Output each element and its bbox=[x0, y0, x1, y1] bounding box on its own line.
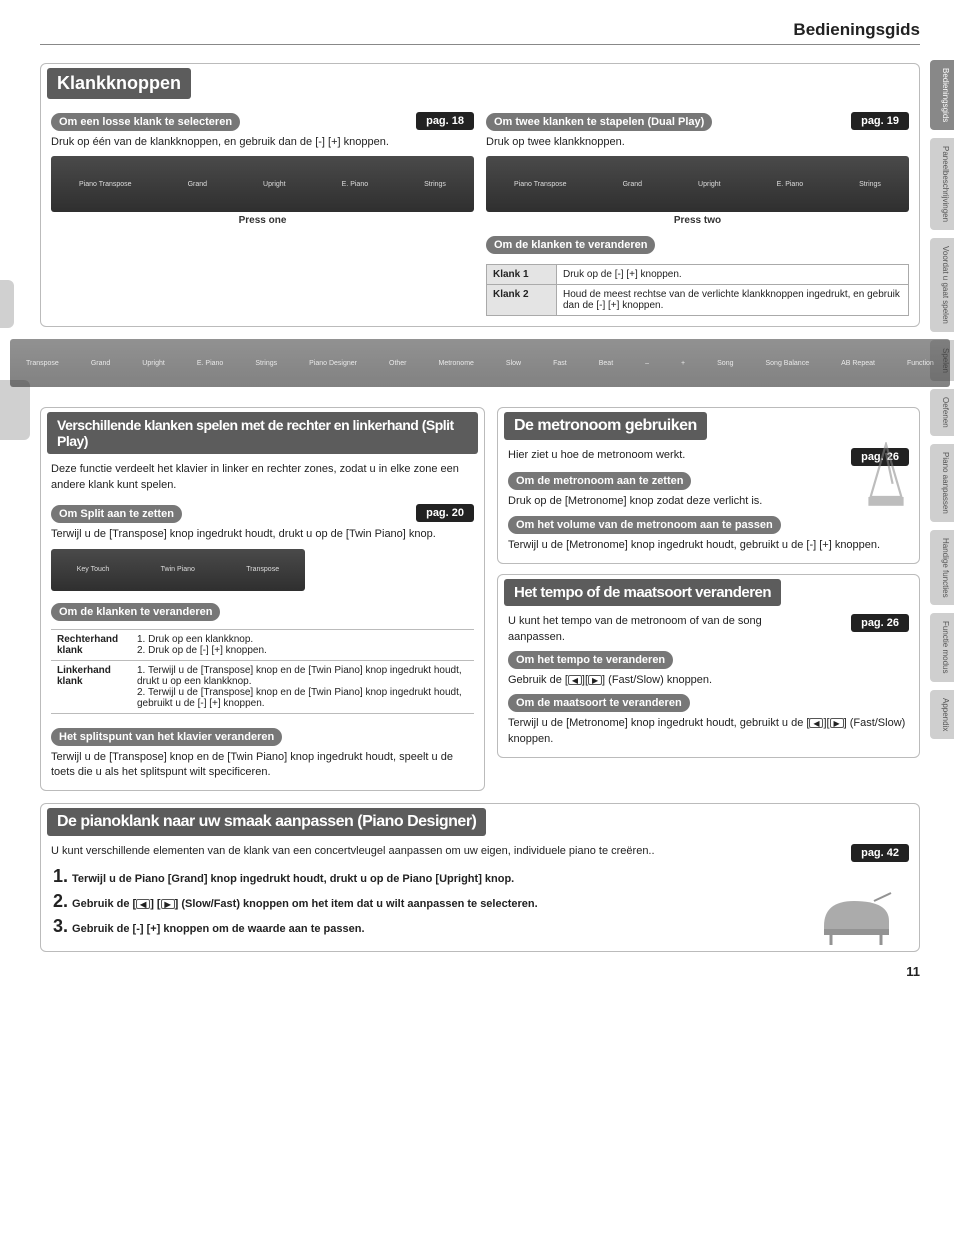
next-icon: ▶ bbox=[588, 675, 602, 685]
table-cell: 1. Druk op een klankknop. 2. Druk op de … bbox=[131, 629, 474, 660]
page-ref: pag. 19 bbox=[851, 112, 909, 130]
step-item: 3.Gebruik de [-] [+] knoppen om de waard… bbox=[53, 916, 909, 937]
deco-left-2 bbox=[0, 280, 14, 328]
side-tab[interactable]: Voordat u gaat spelen bbox=[930, 238, 954, 332]
prev-icon: ◀ bbox=[809, 718, 823, 728]
panel-title: Verschillende klanken spelen met de rech… bbox=[47, 412, 478, 454]
page-ref: pag. 26 bbox=[851, 614, 909, 632]
press-two-label: Press two bbox=[674, 215, 721, 226]
subhead-metro-vol: Om het volume van de metronoom aan te pa… bbox=[508, 516, 781, 534]
body-text: Gebruik de [◀][▶] (Fast/Slow) knoppen. bbox=[508, 673, 909, 688]
step-item: 2.Gebruik de [◀] [▶] (Slow/Fast) knoppen… bbox=[53, 891, 909, 912]
subhead-split-change: Om de klanken te veranderen bbox=[51, 603, 220, 621]
subhead-split-on: Om Split aan te zetten bbox=[51, 505, 182, 523]
prev-icon: ◀ bbox=[568, 675, 582, 685]
split-table: Rechterhand klank 1. Druk op een klankkn… bbox=[51, 629, 474, 714]
press-one-label: Press one bbox=[239, 215, 287, 226]
table-cell: Rechterhand klank bbox=[51, 629, 131, 660]
body-text: Terwijl u de [Transpose] knop ingedrukt … bbox=[51, 527, 474, 542]
subhead-select: Om een losse klank te selecteren bbox=[51, 113, 240, 131]
side-tab[interactable]: Piano aanpassen bbox=[930, 444, 954, 522]
side-tab[interactable]: Bedieningsgids bbox=[930, 60, 954, 130]
prev-icon: ◀ bbox=[136, 899, 150, 909]
klank-table: Klank 1 Druk op de [-] [+] knoppen. Klan… bbox=[486, 264, 909, 316]
page-title: Bedieningsgids bbox=[40, 20, 920, 45]
piano-panel-stub: Piano Transpose Grand Upright E. Piano S… bbox=[486, 156, 909, 212]
side-tab[interactable]: Handige functies bbox=[930, 530, 954, 606]
panel-title: De metronoom gebruiken bbox=[504, 412, 707, 440]
page-ref: pag. 42 bbox=[851, 844, 909, 862]
side-tab[interactable]: Functie modus bbox=[930, 613, 954, 681]
grand-piano-icon bbox=[819, 891, 899, 947]
body-text: Terwijl u de [Metronome] knop ingedrukt … bbox=[508, 538, 909, 553]
full-piano-strip: Transpose Grand Upright E. Piano Strings… bbox=[10, 339, 950, 387]
subhead-splitpoint: Het splitspunt van het klavier verandere… bbox=[51, 728, 282, 746]
panel-pianodesigner: De pianoklank naar uw smaak aanpassen (P… bbox=[40, 803, 920, 952]
split-panel-stub: Key Touch Twin Piano Transpose bbox=[51, 549, 305, 591]
designer-steps: 1.Terwijl u de Piano [Grand] knop ingedr… bbox=[51, 866, 909, 937]
panel-splitplay: Verschillende klanken spelen met de rech… bbox=[40, 407, 485, 791]
metronome-icon bbox=[863, 442, 909, 508]
subhead-metro-on: Om de metronoom aan te zetten bbox=[508, 472, 691, 490]
subhead-dual: Om twee klanken te stapelen (Dual Play) bbox=[486, 113, 712, 131]
panel-title: De pianoklank naar uw smaak aanpassen (P… bbox=[47, 808, 486, 836]
page-ref: pag. 18 bbox=[416, 112, 474, 130]
table-cell: Klank 1 bbox=[487, 265, 557, 285]
footer-page-number: 11 bbox=[40, 964, 920, 979]
body-text: Druk op de [Metronome] knop zodat deze v… bbox=[508, 494, 909, 509]
table-cell: Houd de meest rechtse van de verlichte k… bbox=[557, 285, 909, 316]
panel-title: Het tempo of de maatsoort veranderen bbox=[504, 579, 781, 606]
body-text: Terwijl u de [Metronome] knop ingedrukt … bbox=[508, 716, 909, 747]
body-text: Terwijl u de [Transpose] knop en de [Twi… bbox=[51, 750, 474, 781]
body-text: Druk op één van de klankknoppen, en gebr… bbox=[51, 135, 474, 150]
table-cell: Klank 2 bbox=[487, 285, 557, 316]
subhead-maatsoort: Om de maatsoort te veranderen bbox=[508, 694, 690, 712]
piano-panel-stub: Piano Transpose Grand Upright E. Piano S… bbox=[51, 156, 474, 212]
body-text: Druk op twee klankknoppen. bbox=[486, 135, 909, 150]
subhead-change: Om de klanken te veranderen bbox=[486, 236, 655, 254]
page-ref: pag. 20 bbox=[416, 504, 474, 522]
deco-left-1 bbox=[0, 380, 30, 440]
panel-klankknoppen: Klankknoppen Om een losse klank te selec… bbox=[40, 63, 920, 327]
panel-metronome: De metronoom gebruiken Hier ziet u hoe d… bbox=[497, 407, 920, 564]
side-tab[interactable]: Appendix bbox=[930, 690, 954, 739]
body-text: Hier ziet u hoe de metronoom werkt. bbox=[508, 448, 685, 463]
next-icon: ▶ bbox=[161, 899, 175, 909]
side-tab[interactable]: Paneelbeschrijvingen bbox=[930, 138, 954, 230]
table-cell: 1. Terwijl u de [Transpose] knop en de [… bbox=[131, 660, 474, 713]
panel-tempo: Het tempo of de maatsoort veranderen U k… bbox=[497, 574, 920, 758]
table-cell: Druk op de [-] [+] knoppen. bbox=[557, 265, 909, 285]
step-item: 1.Terwijl u de Piano [Grand] knop ingedr… bbox=[53, 866, 909, 887]
panel-title: Klankknoppen bbox=[47, 68, 191, 99]
side-tab[interactable]: Oefenen bbox=[930, 389, 954, 436]
next-icon: ▶ bbox=[830, 718, 844, 728]
side-tabs: Bedieningsgids Paneelbeschrijvingen Voor… bbox=[930, 60, 954, 739]
body-text: U kunt verschillende elementen van de kl… bbox=[51, 844, 851, 859]
body-text: U kunt het tempo van de metronoom of van… bbox=[508, 614, 789, 645]
body-text: Deze functie verdeelt het klavier in lin… bbox=[51, 462, 474, 493]
table-cell: Linkerhand klank bbox=[51, 660, 131, 713]
subhead-tempo: Om het tempo te veranderen bbox=[508, 651, 673, 669]
